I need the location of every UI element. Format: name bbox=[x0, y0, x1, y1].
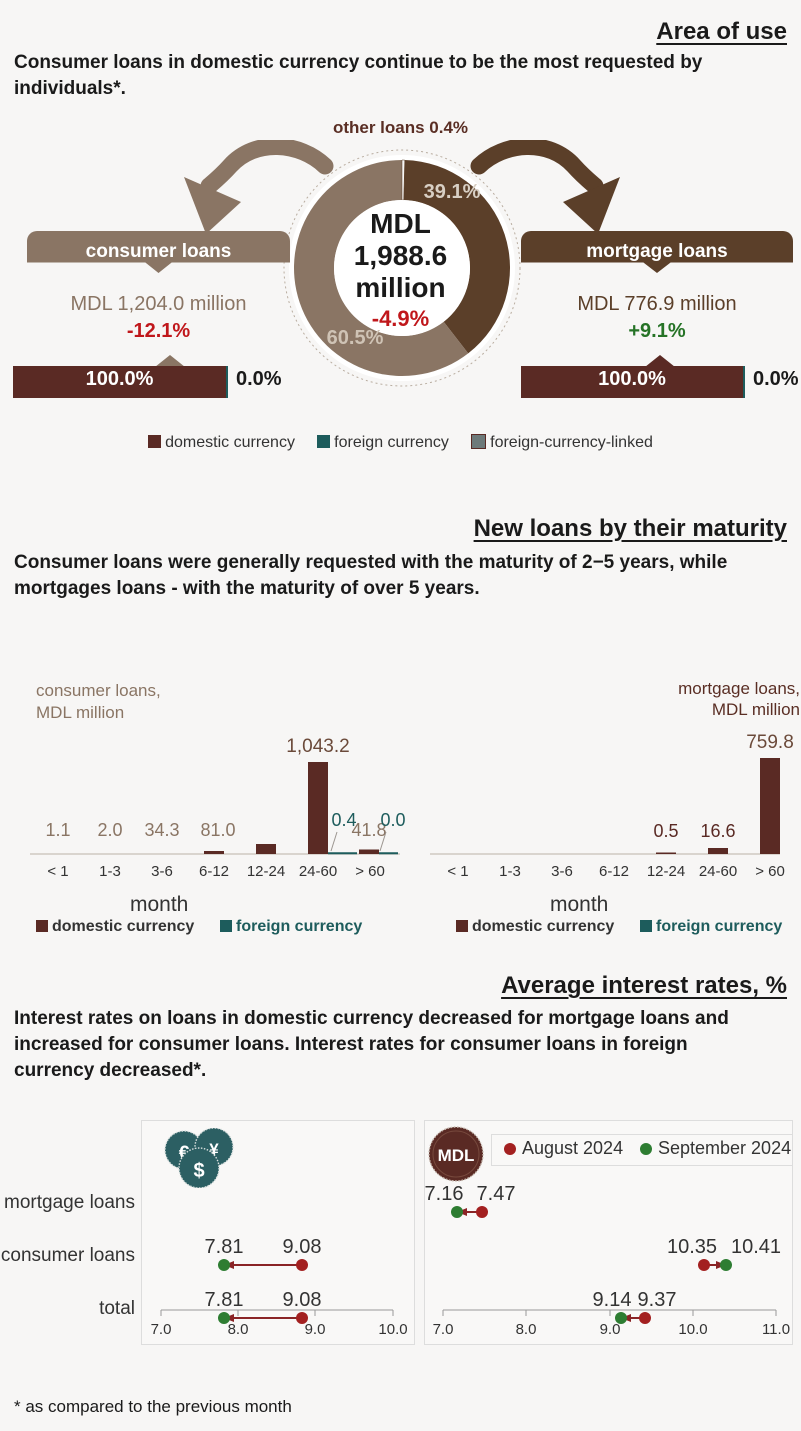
svg-text:34.3: 34.3 bbox=[144, 820, 179, 840]
svg-text:1-3: 1-3 bbox=[499, 863, 521, 880]
svg-text:10.41: 10.41 bbox=[731, 1236, 781, 1258]
svg-text:7.47: 7.47 bbox=[477, 1183, 516, 1205]
svg-text:2.0: 2.0 bbox=[97, 820, 122, 840]
svg-text:10.35: 10.35 bbox=[667, 1236, 717, 1258]
svg-text:24-60: 24-60 bbox=[299, 863, 337, 880]
svg-text:< 1: < 1 bbox=[447, 863, 468, 880]
svg-text:9.37: 9.37 bbox=[638, 1289, 677, 1311]
svg-text:6-12: 6-12 bbox=[599, 863, 629, 880]
svg-text:39.1%: 39.1% bbox=[424, 181, 481, 203]
svg-text:MDL: MDL bbox=[438, 1146, 475, 1165]
svg-text:7.16: 7.16 bbox=[425, 1183, 464, 1205]
svg-text:1-3: 1-3 bbox=[99, 863, 121, 880]
svg-text:12-24: 12-24 bbox=[647, 863, 685, 880]
svg-text:9.14: 9.14 bbox=[593, 1289, 632, 1311]
svg-text:759.8: 759.8 bbox=[746, 732, 794, 753]
svg-text:24-60: 24-60 bbox=[699, 863, 737, 880]
svg-text:0.5: 0.5 bbox=[653, 821, 678, 841]
svg-text:6-12: 6-12 bbox=[199, 863, 229, 880]
svg-text:7.81: 7.81 bbox=[205, 1236, 244, 1258]
svg-text:1.1: 1.1 bbox=[45, 820, 70, 840]
svg-text:7.81: 7.81 bbox=[205, 1289, 244, 1311]
svg-text:> 60: > 60 bbox=[355, 863, 385, 880]
svg-text:1,043.2: 1,043.2 bbox=[286, 736, 349, 757]
svg-text:0.0: 0.0 bbox=[380, 810, 405, 830]
svg-text:$: $ bbox=[193, 1160, 204, 1182]
svg-text:3-6: 3-6 bbox=[151, 863, 173, 880]
svg-text:3-6: 3-6 bbox=[551, 863, 573, 880]
svg-text:12-24: 12-24 bbox=[247, 863, 285, 880]
svg-text:9.08: 9.08 bbox=[283, 1236, 322, 1258]
svg-text:16.6: 16.6 bbox=[700, 821, 735, 841]
svg-text:81.0: 81.0 bbox=[200, 820, 235, 840]
svg-text:9.08: 9.08 bbox=[283, 1289, 322, 1311]
svg-text:> 60: > 60 bbox=[755, 863, 785, 880]
svg-text:< 1: < 1 bbox=[47, 863, 68, 880]
